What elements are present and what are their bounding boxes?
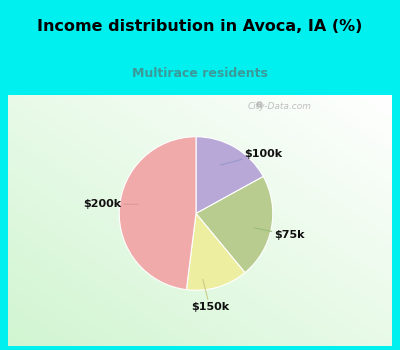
Wedge shape bbox=[186, 214, 245, 290]
Wedge shape bbox=[196, 176, 273, 273]
Text: Multirace residents: Multirace residents bbox=[132, 67, 268, 80]
Wedge shape bbox=[196, 137, 263, 214]
Text: $200k: $200k bbox=[83, 199, 138, 209]
Text: Income distribution in Avoca, IA (%): Income distribution in Avoca, IA (%) bbox=[37, 19, 363, 34]
Wedge shape bbox=[119, 137, 196, 290]
Text: City-Data.com: City-Data.com bbox=[247, 102, 311, 111]
Text: $100k: $100k bbox=[220, 149, 283, 165]
Text: $150k: $150k bbox=[191, 279, 229, 312]
Text: $75k: $75k bbox=[254, 228, 305, 240]
